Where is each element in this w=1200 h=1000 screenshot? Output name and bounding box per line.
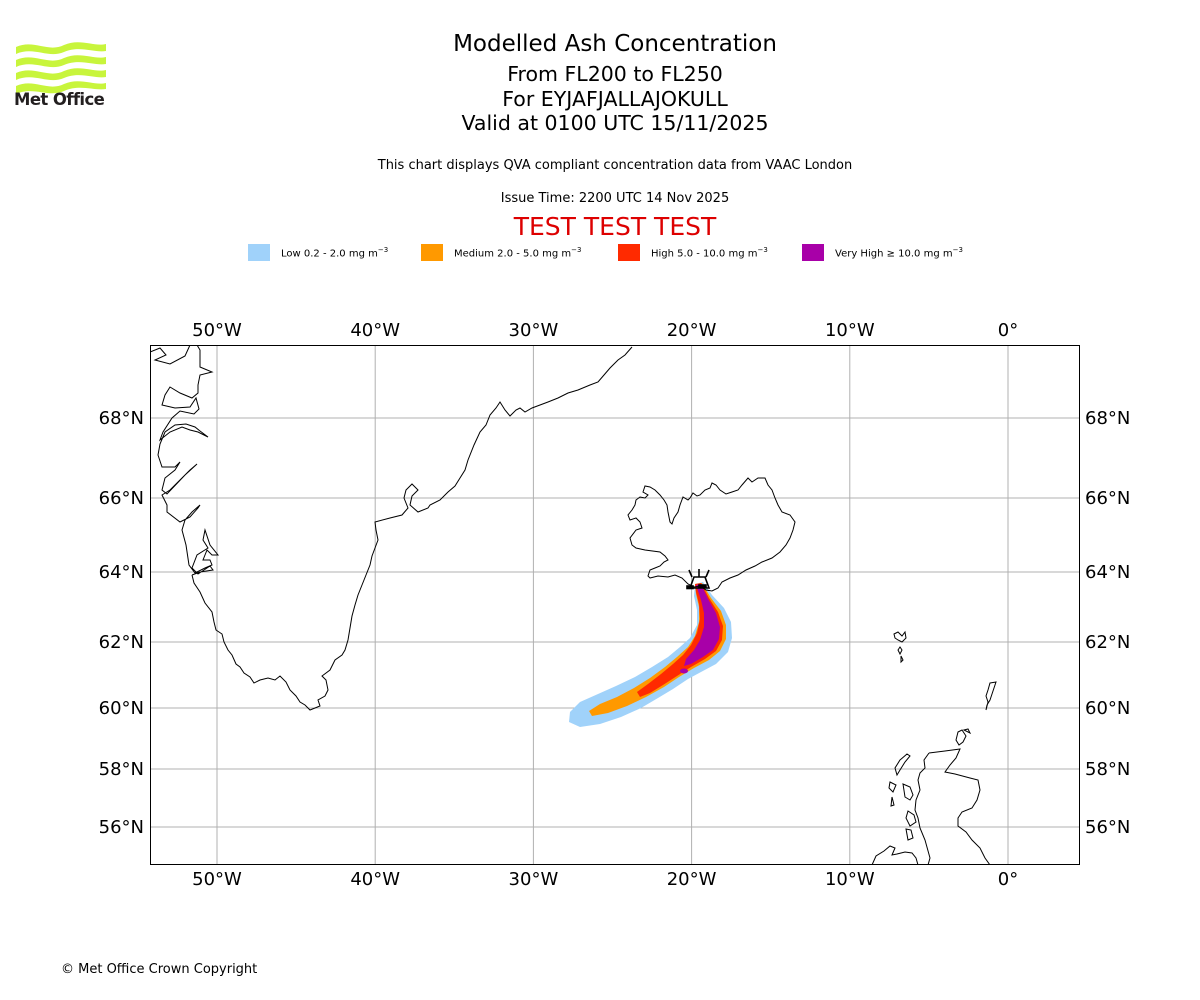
legend-item-medium: Medium 2.0 - 5.0 mg m−3 [421, 244, 581, 261]
lat-tick-label-left: 68°N [99, 408, 144, 429]
scotland-coast [914, 748, 991, 865]
flight-levels: From FL200 to FL250 [507, 62, 723, 86]
lon-tick-label-top: 40°W [350, 320, 400, 341]
map-frame [150, 345, 1080, 865]
ash-plume [569, 582, 732, 727]
volcano-icon [686, 569, 711, 590]
lon-tick-label-top: 50°W [192, 320, 242, 341]
lon-tick-label-bottom: 50°W [192, 869, 242, 890]
legend-swatch-very-high [802, 244, 824, 261]
copyright-notice: © Met Office Crown Copyright [61, 962, 258, 977]
legend-label-low: Low 0.2 - 2.0 mg m [281, 248, 378, 260]
lat-tick-label-right: 62°N [1085, 632, 1130, 653]
lat-tick-label-left: 58°N [99, 759, 144, 780]
ash-very-high-spot [680, 668, 688, 674]
lat-tick-label-right: 60°N [1085, 698, 1130, 719]
lon-tick-label-bottom: 40°W [350, 869, 400, 890]
valid-time: Valid at 0100 UTC 15/11/2025 [461, 111, 769, 135]
orkney-coast [955, 728, 972, 746]
axis-tick-labels: 50°W 50°W 40°W 40°W 30°W 30°W 20°W 20°W 10°W 10°W… [99, 320, 1131, 890]
lon-tick-label-top: 30°W [509, 320, 559, 341]
lon-tick-label-top: 20°W [667, 320, 717, 341]
lon-tick-label-top: 10°W [825, 320, 875, 341]
hebrides-coast [888, 753, 917, 841]
ash-very-high-region [684, 584, 720, 666]
lat-tick-label-left: 62°N [99, 632, 144, 653]
coastlines [150, 345, 997, 865]
legend-item-high: High 5.0 - 10.0 mg m−3 [618, 244, 768, 261]
legend-label-medium: Medium 2.0 - 5.0 mg m [454, 248, 572, 260]
legend-swatch-low [248, 244, 270, 261]
graticule [150, 345, 1080, 865]
legend-swatch-high [618, 244, 640, 261]
ash-high-region [637, 583, 723, 697]
met-office-wordmark: Met Office [14, 90, 105, 109]
legend-swatch-medium [421, 244, 443, 261]
lat-tick-label-left: 60°N [99, 698, 144, 719]
lat-tick-label-right: 58°N [1085, 759, 1130, 780]
greenland-south-coast [191, 346, 633, 711]
lat-tick-label-right: 66°N [1085, 488, 1130, 509]
lon-tick-label-top: 0° [998, 320, 1018, 341]
lon-tick-label-bottom: 20°W [667, 869, 717, 890]
ireland-coast [871, 845, 919, 865]
issue-time: Issue Time: 2200 UTC 14 Nov 2025 [500, 191, 730, 206]
lat-tick-label-right: 56°N [1085, 817, 1130, 838]
met-office-logo-icon [16, 42, 106, 94]
shetland-coast [985, 681, 997, 711]
chart-description: This chart displays QVA compliant concen… [377, 158, 853, 173]
lat-tick-label-left: 56°N [99, 817, 144, 838]
lat-tick-label-left: 64°N [99, 562, 144, 583]
legend-item-low: Low 0.2 - 2.0 mg m−3 [248, 244, 388, 261]
legend-label-high: High 5.0 - 10.0 mg m [651, 248, 758, 260]
volcano-name: For EYJAFJALLAJOKULL [502, 86, 728, 111]
legend-item-very-high: Very High ≥ 10.0 mg m−3 [802, 244, 963, 261]
chart-title: Modelled Ash Concentration [453, 31, 777, 57]
iceland-coast [627, 477, 796, 592]
lat-tick-label-right: 68°N [1085, 408, 1130, 429]
lon-tick-label-bottom: 10°W [825, 869, 875, 890]
lat-tick-label-right: 64°N [1085, 562, 1130, 583]
lat-tick-label-left: 66°N [99, 488, 144, 509]
test-banner: TEST TEST TEST [513, 212, 717, 241]
lon-tick-label-bottom: 30°W [509, 869, 559, 890]
greenland-west-coast [150, 345, 220, 576]
faroe-islands-coast [893, 630, 907, 664]
legend-label-very-high: Very High ≥ 10.0 mg m [835, 248, 953, 260]
lon-tick-label-bottom: 0° [998, 869, 1018, 890]
chart-header: Modelled Ash Concentration From FL200 to… [0, 30, 1200, 136]
ash-low-region [569, 582, 732, 727]
